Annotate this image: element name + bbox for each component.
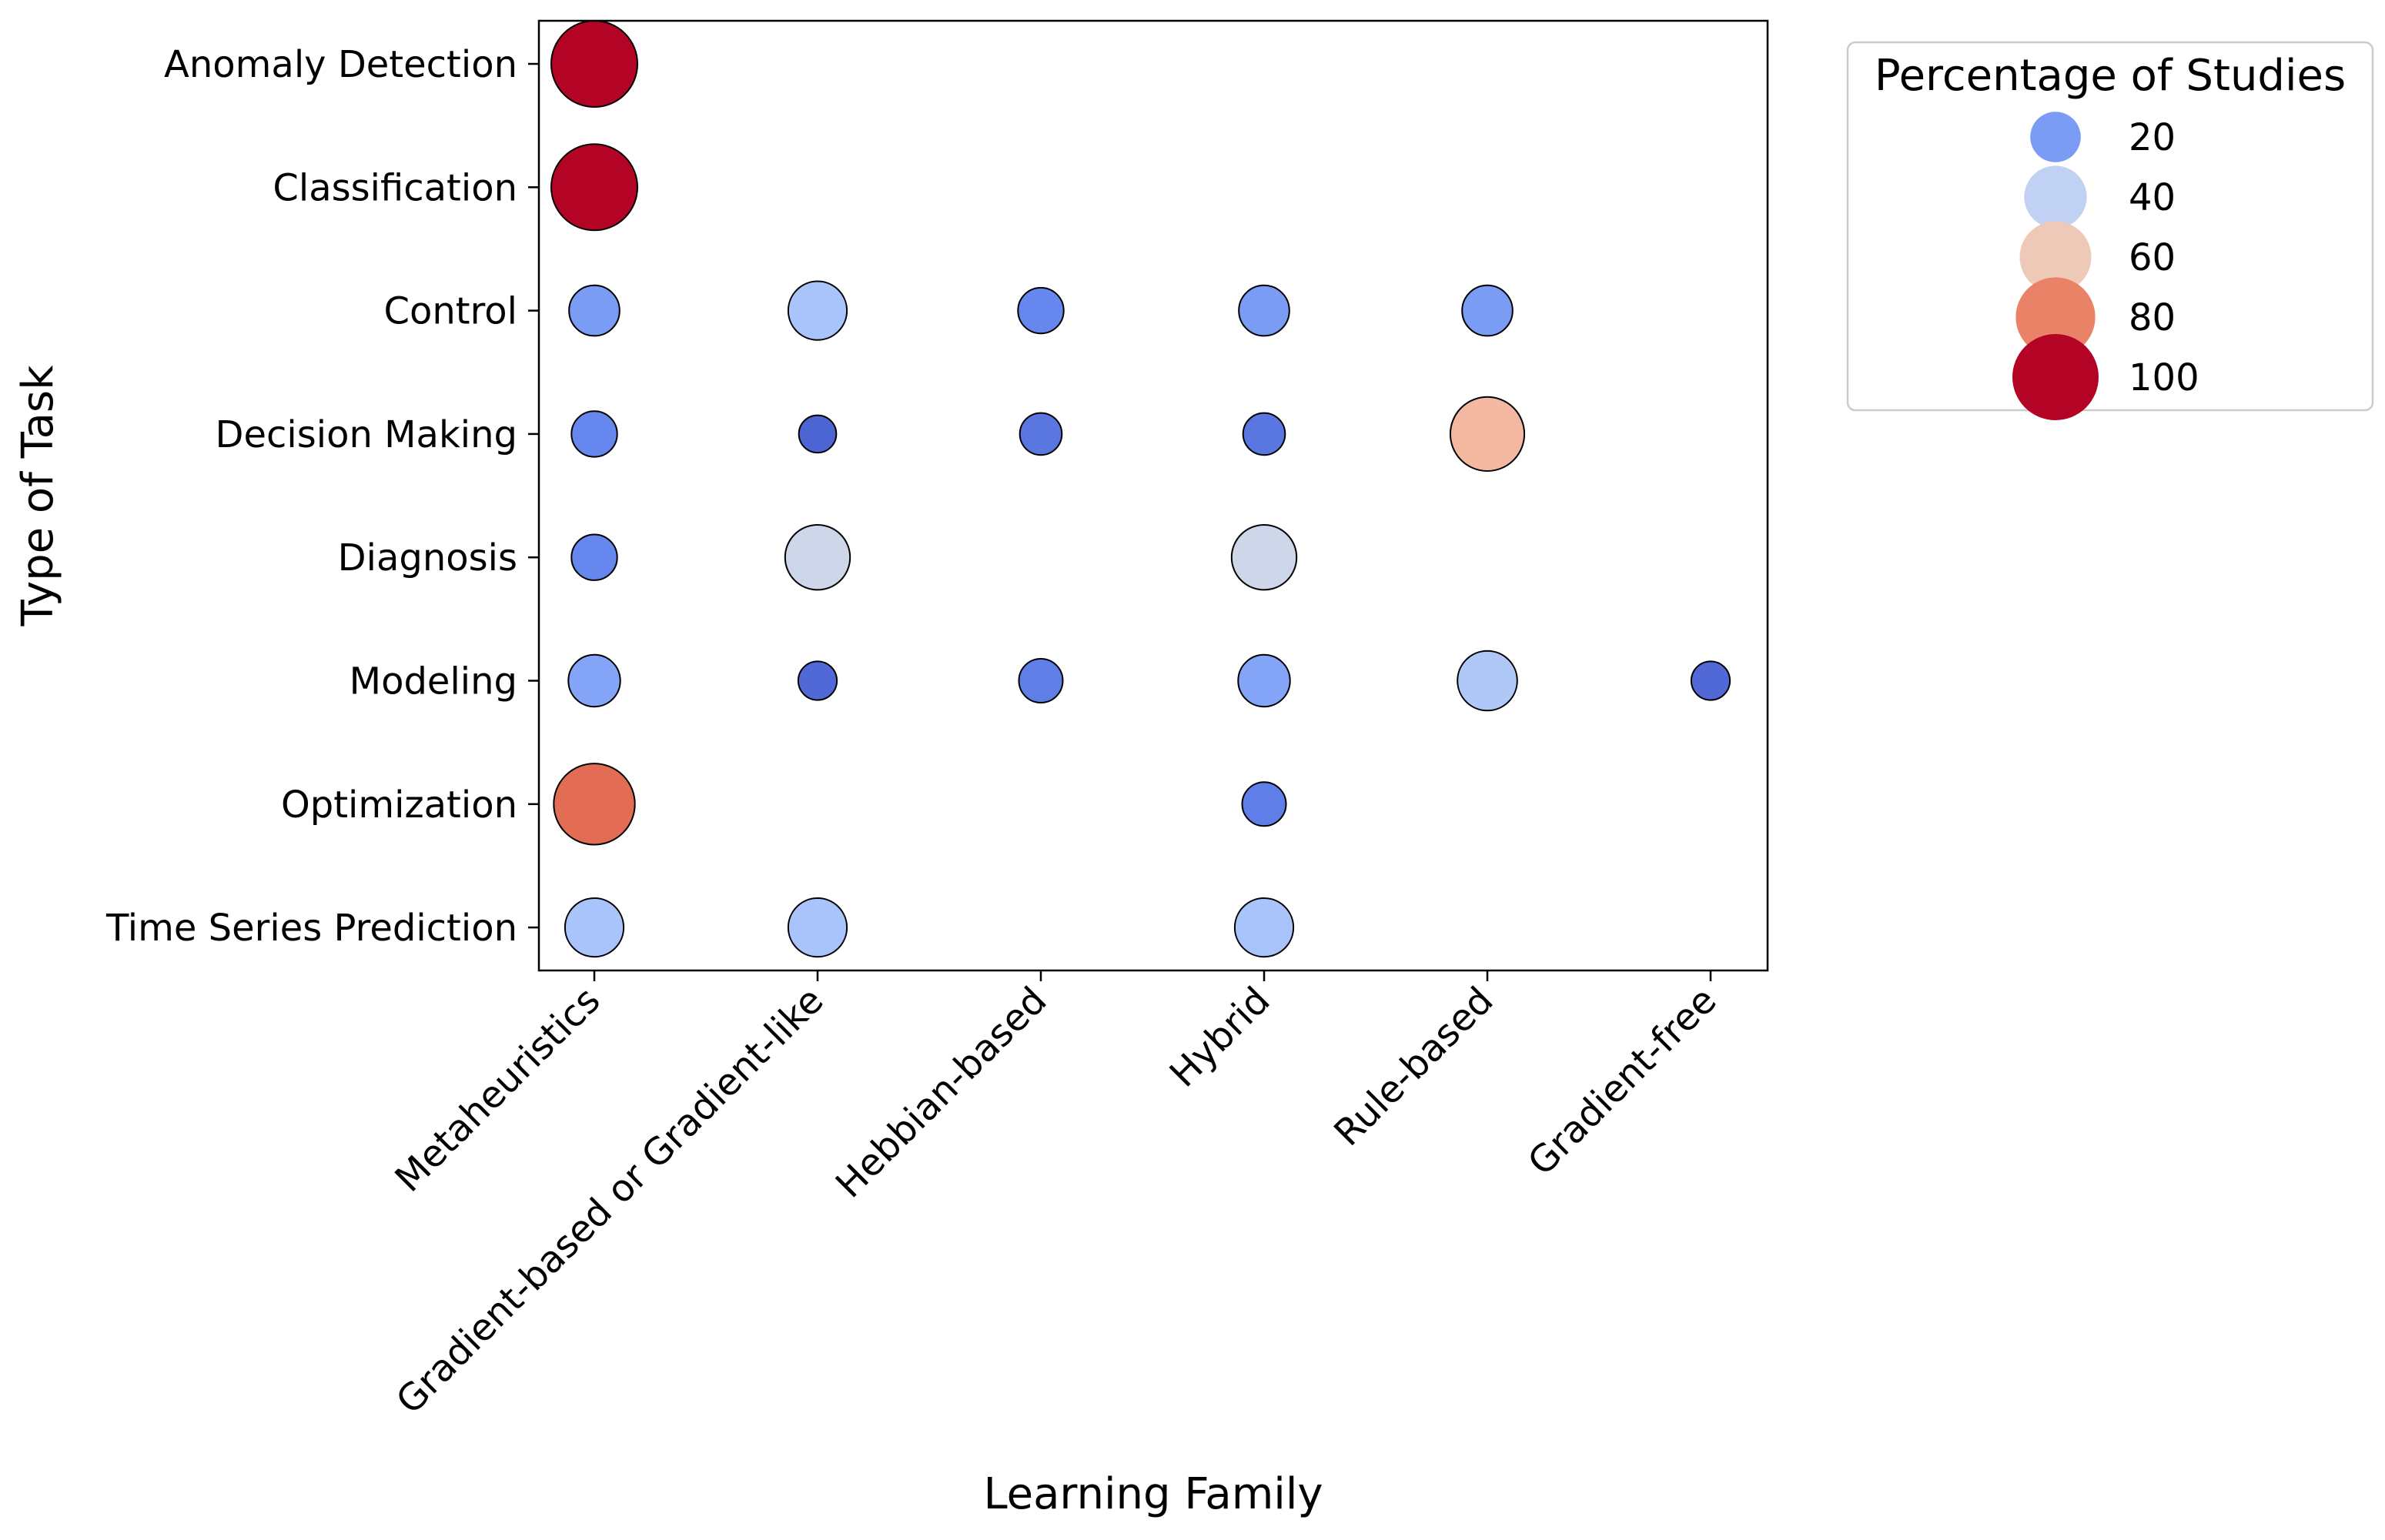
- bubble: [1242, 412, 1286, 456]
- bubble: [1233, 897, 1295, 958]
- bubble: [1018, 658, 1064, 703]
- data-points: [550, 20, 1731, 958]
- legend-label: 80: [2129, 296, 2176, 339]
- bubble: [568, 284, 621, 337]
- bubble: [1449, 396, 1526, 473]
- bubble: [1457, 650, 1518, 712]
- legend-marker: [2024, 165, 2087, 229]
- bubble: [570, 533, 618, 581]
- legend-label: 100: [2129, 356, 2199, 399]
- bubble: [567, 653, 621, 708]
- y-tick-label: Modeling: [350, 660, 517, 703]
- y-tick-label: Classification: [273, 166, 517, 209]
- legend: Percentage of Studies 20 40 60 80 100: [1846, 41, 2374, 420]
- legend-label: 40: [2129, 176, 2176, 219]
- y-tick-label: Anomaly Detection: [164, 43, 517, 86]
- y-axis-title: Type of Task: [13, 365, 63, 627]
- legend-entries: 20 40 60 80 100: [2012, 112, 2199, 420]
- y-tick-label: Control: [383, 290, 517, 333]
- bubble: [550, 20, 638, 108]
- bubble: [1230, 524, 1298, 591]
- legend-label: 60: [2129, 236, 2176, 279]
- bubble: [1241, 781, 1287, 827]
- bubble: [784, 524, 851, 591]
- bubble: [553, 763, 636, 846]
- bubble: [564, 897, 625, 958]
- y-tick-label: Decision Making: [216, 413, 517, 456]
- bubble: [1019, 412, 1063, 456]
- bubble: [1017, 286, 1065, 335]
- bubble: [570, 410, 618, 458]
- legend-title: Percentage of Studies: [1875, 51, 2346, 101]
- y-tick-label: Diagnosis: [338, 536, 517, 580]
- y-tick-label: Time Series Prediction: [105, 907, 517, 950]
- legend-marker: [2019, 221, 2092, 293]
- x-axis-title: Learning Family: [983, 1469, 1323, 1519]
- bubble: [1237, 653, 1291, 708]
- plot-area: [537, 19, 1769, 972]
- legend-frame: [1846, 41, 2374, 412]
- bubble: [787, 280, 848, 341]
- bubble: [787, 897, 848, 958]
- bubble: [1238, 284, 1290, 337]
- legend-marker: [2015, 277, 2096, 357]
- legend-marker: [2012, 334, 2099, 420]
- legend-label: 20: [2129, 116, 2176, 159]
- bubble: [1690, 660, 1731, 701]
- bubble: [550, 143, 638, 232]
- bubble: [1461, 284, 1514, 337]
- y-tick-label: Optimization: [281, 783, 517, 827]
- y-axis: Anomaly Detection Classification Control De…: [105, 43, 539, 950]
- bubble: [798, 414, 838, 454]
- bubble: [797, 660, 838, 701]
- legend-marker: [2030, 112, 2081, 162]
